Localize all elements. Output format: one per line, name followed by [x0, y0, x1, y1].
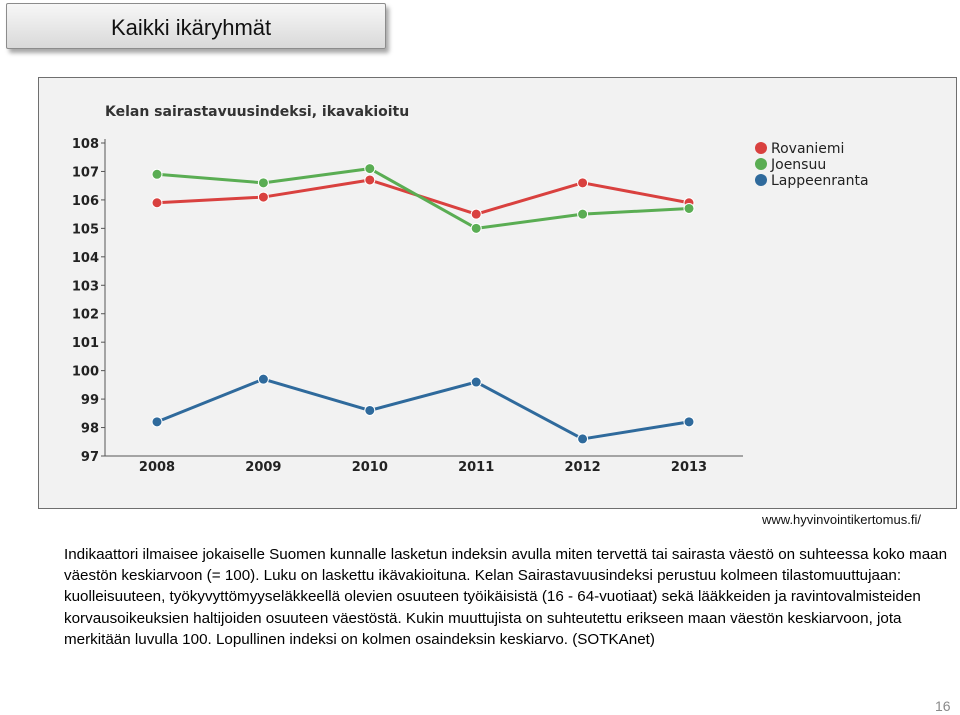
data-point-joensuu — [151, 168, 163, 180]
legend-label: Joensuu — [770, 157, 826, 173]
data-point-joensuu — [470, 222, 482, 234]
data-point-joensuu — [364, 163, 376, 175]
y-tick-label: 101 — [72, 336, 99, 351]
series-line-joensuu — [156, 167, 690, 230]
data-point-rovaniemi — [151, 197, 163, 209]
x-tick-label: 2012 — [565, 460, 601, 475]
slide-title-box: Kaikki ikäryhmät — [6, 3, 386, 49]
y-tick-label: 105 — [72, 222, 99, 237]
data-point-joensuu — [257, 177, 269, 189]
chart-frame: Kelan sairastavuusindeksi, ikavakioitu 9… — [38, 77, 957, 509]
legend-label: Rovaniemi — [771, 141, 844, 157]
x-tick-label: 2009 — [245, 460, 281, 475]
chart-title: Kelan sairastavuusindeksi, ikavakioitu — [105, 104, 409, 120]
data-point-lappeenranta — [470, 376, 482, 388]
x-tick-label: 2011 — [458, 460, 494, 475]
legend-marker — [755, 142, 767, 154]
data-point-rovaniemi — [257, 191, 269, 203]
legend-label: Lappeenranta — [771, 173, 869, 189]
y-tick-label: 103 — [72, 279, 99, 294]
y-tick-label: 104 — [72, 251, 99, 266]
chart-axes: 97 98 99 100 101 102 103 104 105 106 107 108 2008 200… — [72, 137, 743, 475]
data-point-rovaniemi — [577, 177, 589, 189]
data-point-lappeenranta — [577, 433, 589, 445]
x-tick-label: 2010 — [352, 460, 388, 475]
y-tick-label: 97 — [81, 450, 99, 465]
y-tick-label: 100 — [72, 365, 99, 380]
series-layer — [151, 163, 695, 445]
page-number: 16 — [935, 698, 951, 714]
y-tick-label: 106 — [72, 194, 99, 209]
data-point-rovaniemi — [470, 208, 482, 220]
y-tick-label: 99 — [81, 393, 99, 408]
source-link[interactable]: www.hyvinvointikertomus.fi/ — [762, 512, 921, 527]
y-tick-label: 108 — [72, 137, 99, 152]
y-tick-label: 107 — [72, 165, 99, 180]
indicator-description: Indikaattori ilmaisee jokaiselle Suomen … — [64, 546, 948, 648]
x-tick-label: 2013 — [671, 460, 707, 475]
y-tick-label: 98 — [81, 422, 99, 437]
slide-title: Kaikki ikäryhmät — [111, 15, 272, 40]
legend-marker — [755, 158, 767, 170]
data-point-lappeenranta — [364, 404, 376, 416]
data-point-lappeenranta — [683, 416, 695, 428]
data-point-joensuu — [683, 202, 695, 214]
legend-marker — [755, 174, 767, 186]
y-tick-label: 102 — [72, 308, 99, 323]
data-point-lappeenranta — [257, 373, 269, 385]
series-line-lappeenranta — [156, 377, 690, 441]
x-tick-label: 2008 — [139, 460, 175, 475]
data-point-joensuu — [577, 208, 589, 220]
line-chart: Kelan sairastavuusindeksi, ikavakioitu 9… — [72, 104, 869, 475]
data-point-rovaniemi — [364, 174, 376, 186]
data-point-lappeenranta — [151, 416, 163, 428]
